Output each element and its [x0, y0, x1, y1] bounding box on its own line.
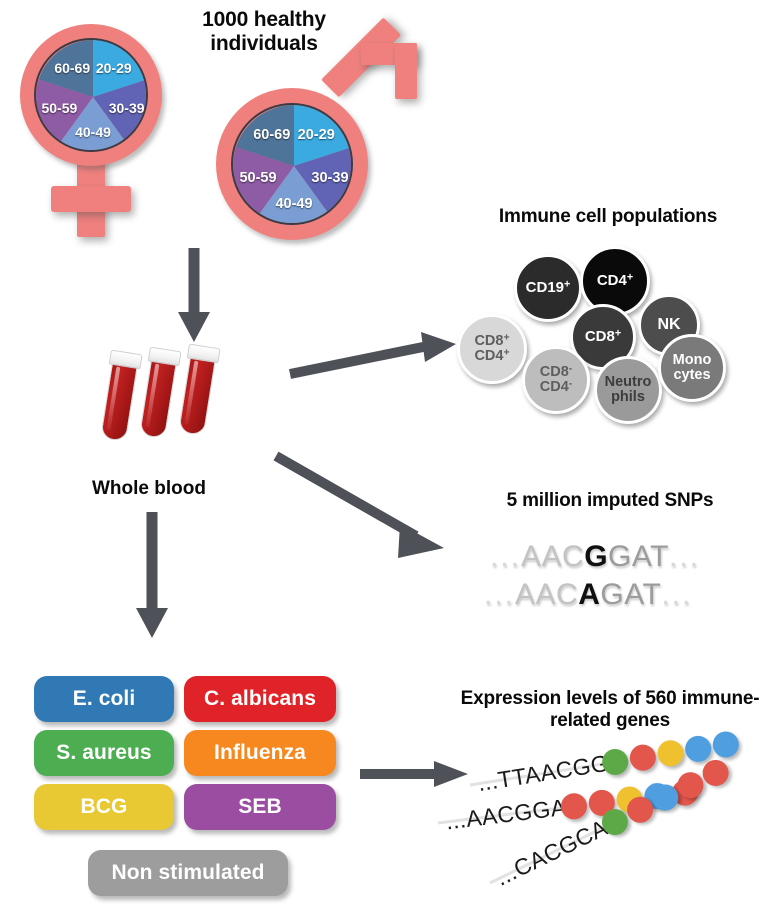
- cell-label-cd19p: CD19+: [525, 278, 571, 297]
- snp-left-2: AAC: [515, 578, 579, 611]
- stimulation-box-non-stimulated[interactable]: Non stimulated: [88, 850, 288, 896]
- snp-suffix-1: ...: [669, 540, 701, 573]
- pie-slice-40-49: [59, 97, 127, 150]
- pie-slice-30-39: [294, 147, 351, 216]
- female-symbol-cross: [51, 186, 131, 212]
- stimulation-box-e-coli[interactable]: E. coli: [34, 676, 174, 722]
- pie-label-60-69: 60-69: [54, 60, 91, 77]
- pie-slices: [36, 40, 146, 150]
- whole-blood-label: Whole blood: [92, 478, 206, 499]
- gene-strand-2-sequence: ...AACGGAT: [444, 792, 581, 835]
- male-symbol-arrowhead-side: [395, 43, 417, 99]
- pie-label-20-29: 20-29: [297, 127, 335, 144]
- pie-label-40-49: 40-49: [75, 124, 111, 141]
- cell-circle-neutrophils: Neutro phils: [594, 356, 662, 424]
- stimulation-box-bcg[interactable]: BCG: [34, 784, 174, 830]
- page-title-cohort: 1000 healthy individuals: [202, 8, 326, 56]
- pie-slice-40-49: [258, 166, 330, 223]
- age-distribution-pie-female: 20-29 30-39 40-49 50-59 60-69: [34, 38, 148, 152]
- pie-label-50-59: 50-59: [41, 99, 78, 116]
- snp-right-1: GAT: [608, 540, 669, 573]
- gene-bead: [655, 738, 686, 769]
- arrow-blood-to-immune-cells: [289, 332, 456, 379]
- snp-left-1: AAC: [521, 540, 585, 573]
- pie-slice-60-69: [235, 105, 294, 166]
- gene-expression-strands: ...TTAACGG ...AACGGAT ...CACGCAA: [437, 729, 771, 910]
- snp-suffix-2: ...: [661, 578, 693, 611]
- arrow-blood-to-stimulations: [136, 512, 168, 638]
- immune-cell-cluster: CD8+ CD4+ CD19+ CD4+ NK CD8+ CD8- CD4- Neu…: [452, 236, 768, 426]
- pie-label-20-29: 20-29: [95, 60, 132, 77]
- cell-label-cd8p-cd4p: CD8+ CD4+: [474, 332, 510, 364]
- cell-circle-cd8n-cd4n: CD8- CD4-: [522, 346, 590, 414]
- stimulation-box-seb[interactable]: SEB: [184, 784, 336, 830]
- stimulation-box-influenza[interactable]: Influenza: [184, 730, 336, 776]
- cell-label-nk: NK: [657, 315, 681, 333]
- pie-slice-20-29: [93, 40, 146, 97]
- whole-blood-tubes: [100, 340, 235, 450]
- pie-slices: [233, 105, 351, 223]
- snp-prefix-1: ...: [490, 540, 522, 573]
- section-title-snps: 5 million imputed SNPs: [506, 490, 714, 511]
- cell-label-monocytes: Mono cytes: [672, 352, 712, 383]
- pie-label-30-39: 30-39: [311, 169, 349, 186]
- stimulation-box-c-albicans[interactable]: C. albicans: [184, 676, 336, 722]
- female-gender-symbol: 20-29 30-39 40-49 50-59 60-69: [8, 14, 188, 244]
- snp-variant-2: A: [578, 578, 601, 611]
- gene-bead: [627, 742, 658, 773]
- snp-prefix-2: ...: [484, 578, 516, 611]
- cell-label-neutrophils: Neutro phils: [604, 374, 652, 405]
- snp-right-2: GAT: [600, 578, 662, 611]
- pie-slice-50-59: [233, 147, 294, 216]
- cell-label-cd8p: CD8+: [584, 327, 622, 346]
- arrow-blood-to-snps: [273, 451, 444, 558]
- cell-circle-monocytes: Mono cytes: [658, 334, 726, 402]
- stimulation-box-s-aureus[interactable]: S. aureus: [34, 730, 174, 776]
- cell-label-cd8n-cd4n: CD8- CD4-: [539, 363, 573, 395]
- pie-slice-50-59: [36, 79, 93, 144]
- section-title-immune-cells: Immune cell populations: [498, 206, 718, 227]
- arrow-stimulations-to-genes: [360, 761, 468, 787]
- pie-label-50-59: 50-59: [239, 169, 277, 186]
- cell-circle-cd19p: CD19+: [514, 254, 582, 322]
- age-distribution-pie-male: 20-29 30-39 40-49 50-59 60-69: [231, 103, 353, 225]
- pie-label-40-49: 40-49: [275, 195, 313, 212]
- pie-label-30-39: 30-39: [108, 99, 145, 116]
- pie-slice-30-39: [93, 79, 146, 144]
- pie-slice-20-29: [294, 105, 351, 166]
- section-title-genes: Expression levels of 560 immune-related …: [460, 688, 760, 732]
- male-gender-symbol: 20-29 30-39 40-49 50-59 60-69: [210, 17, 425, 250]
- snp-variant-1: G: [584, 540, 609, 573]
- cell-label-cd4p: CD4+: [596, 271, 634, 290]
- pie-label-60-69: 60-69: [253, 127, 291, 144]
- pie-slice-60-69: [38, 40, 93, 97]
- snp-sequence-row-1: ...AACGGAT...: [490, 540, 700, 574]
- snp-sequence-row-2: ...AACAGAT...: [484, 578, 692, 612]
- arrow-cohort-to-blood: [178, 248, 210, 342]
- cell-circle-cd8p-cd4p: CD8+ CD4+: [457, 314, 527, 384]
